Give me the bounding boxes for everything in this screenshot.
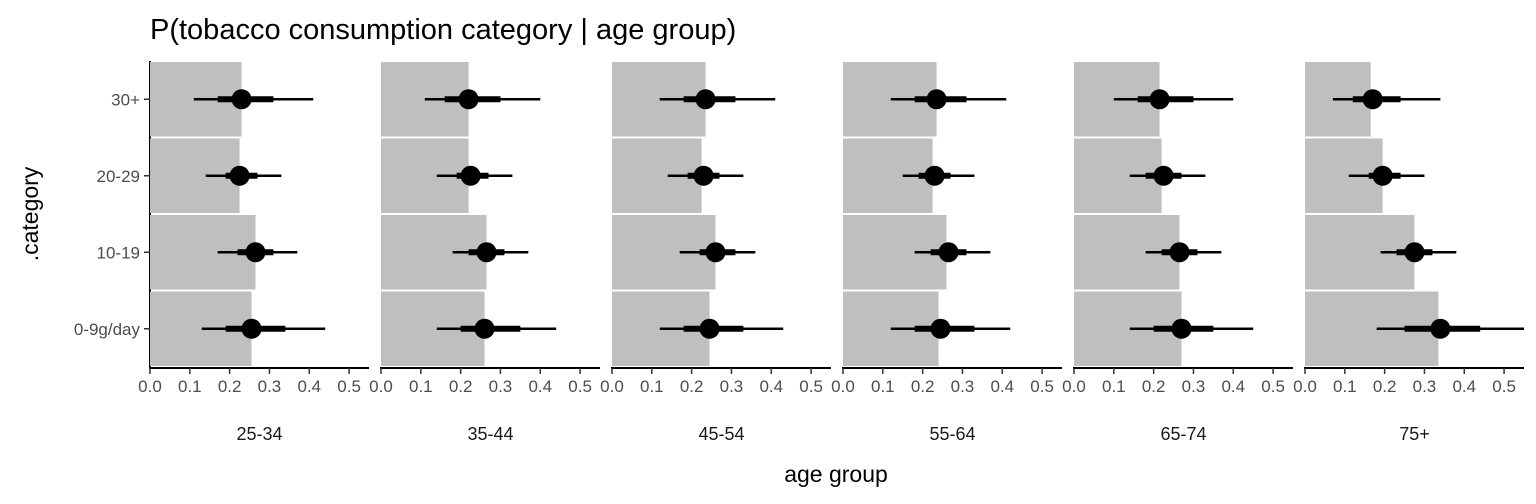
x-tick-label: 0.2 — [449, 377, 473, 396]
x-tick-label: 0.5 — [1261, 377, 1285, 396]
x-tick-label: 0.1 — [1102, 377, 1126, 396]
x-tick-label: 0.1 — [178, 377, 202, 396]
x-tick-label: 0.5 — [799, 377, 823, 396]
median-point — [229, 165, 250, 186]
y-tick-label: 20-29 — [97, 167, 140, 186]
median-point — [1149, 89, 1170, 110]
x-tick-label: 0.0 — [138, 377, 162, 396]
x-tick-label: 0.0 — [1293, 377, 1317, 396]
x-tick-label: 0.3 — [720, 377, 744, 396]
median-point — [938, 242, 959, 263]
x-tick-label: 0.1 — [1333, 377, 1357, 396]
facet-panel-6: 0.0 0.1 0.2 0.3 0.4 0.5 75+ — [1293, 62, 1524, 444]
x-tick-label: 0.2 — [911, 377, 935, 396]
x-tick-label: 0.0 — [600, 377, 624, 396]
x-tick-label: 0.3 — [258, 377, 282, 396]
facet-panels: 0.0 0.1 0.2 0.3 0.4 0.525-340.0 0.1 0.2 0.3 0.4 0.… — [138, 62, 1524, 444]
facet-panel-2: 0.0 0.1 0.2 0.3 0.4 0.5 35-44 — [369, 62, 600, 444]
facet-label: 45-54 — [698, 424, 744, 444]
x-tick-label: 0.4 — [297, 377, 321, 396]
median-point — [1372, 165, 1393, 186]
x-tick-label: 0.2 — [680, 377, 704, 396]
x-tick-label: 0.3 — [1413, 377, 1437, 396]
median-point — [1153, 165, 1174, 186]
y-tick-label: 0-9g/day — [74, 320, 141, 339]
median-point — [1430, 318, 1451, 339]
facet-panel-1: 0.0 0.1 0.2 0.3 0.4 0.5 25-34 — [138, 62, 369, 444]
x-tick-label: 0.4 — [759, 377, 783, 396]
x-tick-label: 0.1 — [640, 377, 664, 396]
y-tick-label: 10-19 — [97, 243, 140, 262]
chart-title: P(tobacco consumption category | age gro… — [150, 14, 736, 46]
median-point — [705, 242, 726, 263]
x-tick-label: 0.4 — [990, 377, 1014, 396]
y-axis-title: .category — [17, 166, 43, 261]
facet-label: 25-34 — [236, 424, 282, 444]
median-point — [1404, 242, 1425, 263]
x-tick-label: 0.4 — [1221, 377, 1245, 396]
median-point — [458, 89, 479, 110]
x-tick-label: 0.3 — [1182, 377, 1206, 396]
facet-label: 35-44 — [467, 424, 513, 444]
median-point — [924, 165, 945, 186]
x-tick-label: 0.5 — [337, 377, 361, 396]
median-point — [1171, 318, 1192, 339]
median-point — [699, 318, 720, 339]
median-point — [241, 318, 262, 339]
x-tick-label: 0.5 — [568, 377, 592, 396]
facet-label: 55-64 — [929, 424, 975, 444]
facet-label: 65-74 — [1160, 424, 1206, 444]
y-axis: 30+ 20-29 10-19 0-9g/day — [74, 61, 151, 368]
facet-panel-3: 0.0 0.1 0.2 0.3 0.4 0.5 45-54 — [600, 62, 831, 444]
x-tick-label: 0.0 — [369, 377, 393, 396]
x-tick-label: 0.5 — [1492, 377, 1516, 396]
x-tick-label: 0.2 — [218, 377, 242, 396]
median-point — [460, 165, 481, 186]
x-tick-label: 0.2 — [1142, 377, 1166, 396]
x-axis-title: age group — [784, 461, 888, 487]
median-point — [245, 242, 266, 263]
median-point — [695, 89, 716, 110]
median-point — [1362, 89, 1383, 110]
facet-label: 75+ — [1399, 424, 1430, 444]
median-point — [926, 89, 947, 110]
median-point — [1169, 242, 1190, 263]
x-tick-label: 0.4 — [1452, 377, 1476, 396]
facet-panel-4: 0.0 0.1 0.2 0.3 0.4 0.5 55-64 — [831, 62, 1062, 444]
x-tick-label: 0.0 — [831, 377, 855, 396]
x-tick-label: 0.1 — [871, 377, 895, 396]
median-point — [693, 165, 714, 186]
x-tick-label: 0.3 — [951, 377, 975, 396]
x-tick-label: 0.5 — [1030, 377, 1054, 396]
median-point — [930, 318, 951, 339]
y-tick-label: 30+ — [111, 90, 140, 109]
median-point — [476, 242, 497, 263]
x-tick-label: 0.0 — [1062, 377, 1086, 396]
x-tick-label: 0.3 — [489, 377, 513, 396]
median-point — [231, 89, 252, 110]
x-tick-label: 0.4 — [528, 377, 552, 396]
facet-panel-5: 0.0 0.1 0.2 0.3 0.4 0.5 65-74 — [1062, 62, 1293, 444]
median-point — [474, 318, 495, 339]
x-tick-label: 0.2 — [1373, 377, 1397, 396]
x-tick-label: 0.1 — [409, 377, 433, 396]
